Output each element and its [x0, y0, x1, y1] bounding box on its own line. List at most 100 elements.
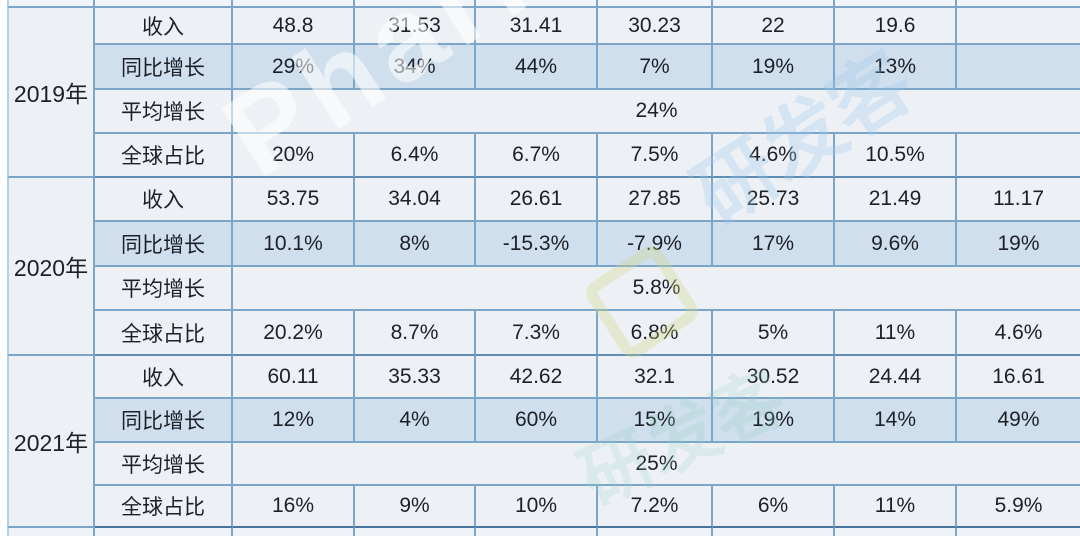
data-table: 2019年 收入 48.8 31.53 31.41 30.23 22 19.6 … [7, 0, 1080, 536]
sliver-cell [7, 0, 95, 8]
table-row: 平均增长 25% [7, 443, 1080, 486]
value-cell: 8.7% [355, 311, 476, 356]
value-cell: 31.41 [476, 8, 598, 45]
value-cell: 34.04 [355, 178, 476, 222]
value-cell: 10.1% [233, 222, 355, 267]
value-cell: 9% [355, 486, 476, 528]
value-cell: 30.52 [713, 356, 835, 399]
row-label-cell: 同比增长 [95, 45, 233, 90]
value-cell: 42.62 [476, 356, 598, 399]
table-row: 同比增长 29% 34% 44% 7% 19% 13% [7, 45, 1080, 90]
sliver-cell [598, 528, 713, 536]
value-cell: 15% [598, 399, 713, 443]
year-cell: 2020年 [7, 178, 95, 356]
value-cell: 26.61 [476, 178, 598, 222]
value-cell: 27.85 [598, 178, 713, 222]
value-cell: 24.44 [835, 356, 957, 399]
sliver-cell [95, 0, 233, 8]
row-label-cell: 收入 [95, 178, 233, 222]
row-label-cell: 全球占比 [95, 311, 233, 356]
sliver-cell [7, 528, 95, 536]
sliver-cell [835, 528, 957, 536]
year-cell: 2019年 [7, 8, 95, 178]
value-cell: 9.6% [835, 222, 957, 267]
table-row: 全球占比 20.2% 8.7% 7.3% 6.8% 5% 11% 4.6% [7, 311, 1080, 356]
table-row: 平均增长 5.8% [7, 267, 1080, 311]
value-cell: -7.9% [598, 222, 713, 267]
value-cell: 11% [835, 486, 957, 528]
table-row: 全球占比 20% 6.4% 6.7% 7.5% 4.6% 10.5% [7, 134, 1080, 178]
table-row: 全球占比 16% 9% 10% 7.2% 6% 11% 5.9% [7, 486, 1080, 528]
value-cell: 10% [476, 486, 598, 528]
sliver-cell [476, 528, 598, 536]
value-cell: 13% [835, 45, 957, 90]
sliver-cell [835, 0, 957, 8]
sliver-cell [957, 0, 1080, 8]
value-cell: 35.33 [355, 356, 476, 399]
value-cell: 31.53 [355, 8, 476, 45]
sliver-cell [713, 0, 835, 8]
value-cell [957, 134, 1080, 178]
value-cell: 12% [233, 399, 355, 443]
table-row: 2020年 收入 53.75 34.04 26.61 27.85 25.73 2… [7, 178, 1080, 356]
value-cell: 6.8% [598, 311, 713, 356]
value-cell: 7.3% [476, 311, 598, 356]
value-cell: 19% [713, 399, 835, 443]
value-cell: 44% [476, 45, 598, 90]
row-label-cell: 全球占比 [95, 134, 233, 178]
value-cell: 6.4% [355, 134, 476, 178]
avg-growth-merged-cell: 24% [233, 90, 1080, 134]
sliver-cell [233, 528, 355, 536]
value-cell: 4.6% [713, 134, 835, 178]
row-label-cell: 平均增长 [95, 443, 233, 486]
value-cell: 19% [713, 45, 835, 90]
table-row: 同比增长 10.1% 8% -15.3% -7.9% 17% 9.6% 19% [7, 222, 1080, 267]
value-cell: 10.5% [835, 134, 957, 178]
value-cell [957, 45, 1080, 90]
value-cell: 7% [598, 45, 713, 90]
value-cell: 30.23 [598, 8, 713, 45]
value-cell: 34% [355, 45, 476, 90]
value-cell: 32.1 [598, 356, 713, 399]
value-cell: 4.6% [957, 311, 1080, 356]
value-cell: 11.17 [957, 178, 1080, 222]
value-cell: 19.6 [835, 8, 957, 45]
value-cell: 29% [233, 45, 355, 90]
sliver-cell [355, 528, 476, 536]
table-row: 2021年 收入 60.11 35.33 42.62 32.1 30.52 24… [7, 356, 1080, 528]
table-row: 2019年 收入 48.8 31.53 31.41 30.23 22 19.6 [7, 8, 1080, 178]
value-cell: 6% [713, 486, 835, 528]
table-row [7, 528, 1080, 536]
value-cell: 6.7% [476, 134, 598, 178]
value-cell: 5% [713, 311, 835, 356]
value-cell: 17% [713, 222, 835, 267]
row-label-cell: 收入 [95, 8, 233, 45]
table-row [7, 0, 1080, 8]
value-cell: 19% [957, 222, 1080, 267]
value-cell [957, 8, 1080, 45]
value-cell: 7.5% [598, 134, 713, 178]
avg-growth-merged-cell: 25% [233, 443, 1080, 486]
row-label-cell: 收入 [95, 356, 233, 399]
value-cell: 53.75 [233, 178, 355, 222]
value-cell: 8% [355, 222, 476, 267]
value-cell: 21.49 [835, 178, 957, 222]
value-cell: 20% [233, 134, 355, 178]
value-cell: 11% [835, 311, 957, 356]
sliver-cell [355, 0, 476, 8]
row-label-cell: 同比增长 [95, 399, 233, 443]
value-cell: 60% [476, 399, 598, 443]
value-cell: 49% [957, 399, 1080, 443]
sliver-cell [598, 0, 713, 8]
table-row: 平均增长 24% [7, 90, 1080, 134]
sliver-cell [957, 528, 1080, 536]
sliver-cell [95, 528, 233, 536]
value-cell: 48.8 [233, 8, 355, 45]
row-label-cell: 同比增长 [95, 222, 233, 267]
value-cell: -15.3% [476, 222, 598, 267]
row-label-cell: 平均增长 [95, 267, 233, 311]
value-cell: 16.61 [957, 356, 1080, 399]
value-cell: 14% [835, 399, 957, 443]
row-label-cell: 全球占比 [95, 486, 233, 528]
